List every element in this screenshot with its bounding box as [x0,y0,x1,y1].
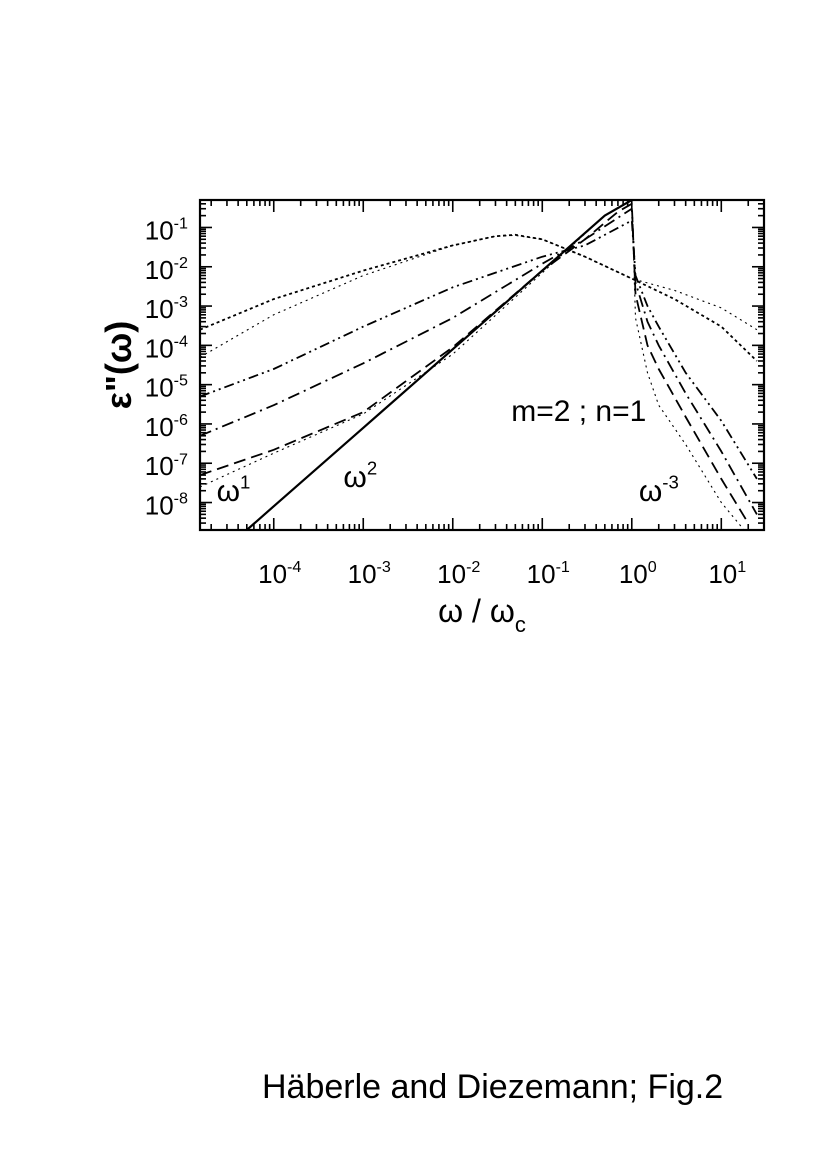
y-tick-label-exponent: -7 [174,450,188,468]
y-tick-label-exponent: -8 [174,490,188,508]
x-tick-label-exponent: 1 [737,558,746,576]
annotation-2-exponent: 2 [367,457,377,478]
y-tick-label-base: 10 [145,412,174,442]
x-tick-label-exponent: -1 [556,558,570,576]
x-tick-label-exponent: -3 [377,558,391,576]
y-tick-label-base: 10 [145,333,174,363]
y-tick-label: 10-3 [145,293,188,324]
x-tick-label-exponent: -2 [466,558,480,576]
y-tick-label-exponent: -5 [174,372,188,390]
annotation-1-base: ω [217,475,240,508]
annotation-3: ω-3 [639,471,679,508]
y-tick-label-base: 10 [145,373,174,403]
annotation-2-base: ω [343,461,366,494]
series-line-4 [200,219,758,480]
plot-frame [198,198,766,532]
annotation-1-exponent: 1 [240,471,250,492]
series-layer [200,200,758,530]
y-tick-label-base: 10 [145,215,174,245]
x-tick-label-exponent: 0 [648,558,657,576]
y-tick-label-base: 10 [145,451,174,481]
label-layer: 10-4 10-3 10-2 10-1 100 10110-110-210-310-410… [98,215,746,637]
x-axis-label-subscript: c [515,612,526,637]
y-tick-label: 10-6 [145,411,188,442]
series-line-3 [200,207,758,515]
x-tick-label-base: 10 [437,559,466,589]
annotation-1: ω1 [217,471,251,508]
x-tick-label-base: 10 [348,559,377,589]
annotation-0: m=2 ; n=1 [511,395,646,428]
x-tick-label-base: 10 [258,559,287,589]
x-tick-label-base: 10 [619,559,648,589]
series-line-6 [200,234,758,358]
figure-caption: Häberle and Diezemann; Fig.2 [262,1068,724,1106]
x-axis-label: ω / ωc [438,593,526,637]
annotation-2: ω2 [343,457,377,494]
series-line-5 [200,233,758,362]
y-tick-label: 10-1 [145,215,188,246]
y-tick-label-base: 10 [145,255,174,285]
x-tick-label-base: 10 [708,559,737,589]
y-tick-label-base: 10 [145,294,174,324]
y-tick-label-exponent: -2 [174,254,188,272]
y-tick-label-exponent: -1 [174,215,188,233]
y-axis-label: ε"(ω) [98,321,139,410]
y-tick-label: 10-4 [145,332,188,363]
y-tick-label-exponent: -3 [174,293,188,311]
x-tick-label: 10-4 [258,558,301,589]
y-tick-label: 10-2 [145,254,188,285]
x-tick-label: 10-3 [348,558,391,589]
annotation-0-base: m=2 ; n=1 [511,395,646,428]
y-tick-label: 10-5 [145,372,188,403]
y-tick-label-exponent: -6 [174,411,188,429]
x-tick-label: 101 [708,558,746,589]
x-tick-label-exponent: -4 [287,558,301,576]
series-line-2 [200,202,749,524]
x-tick-label: 100 [619,558,657,589]
x-tick-label-base: 10 [527,559,556,589]
y-tick-label-exponent: -4 [174,332,188,350]
x-tick-label: 10-2 [437,558,480,589]
x-tick-label: 10-1 [527,558,570,589]
y-tick-label: 10-7 [145,450,188,481]
y-tick-label: 10-8 [145,490,188,521]
x-axis-label-main: ω / ω [438,593,515,629]
annotation-3-base: ω [639,475,662,508]
y-tick-label-base: 10 [145,491,174,521]
tick-layer [200,199,765,531]
annotation-3-exponent: -3 [662,471,679,492]
